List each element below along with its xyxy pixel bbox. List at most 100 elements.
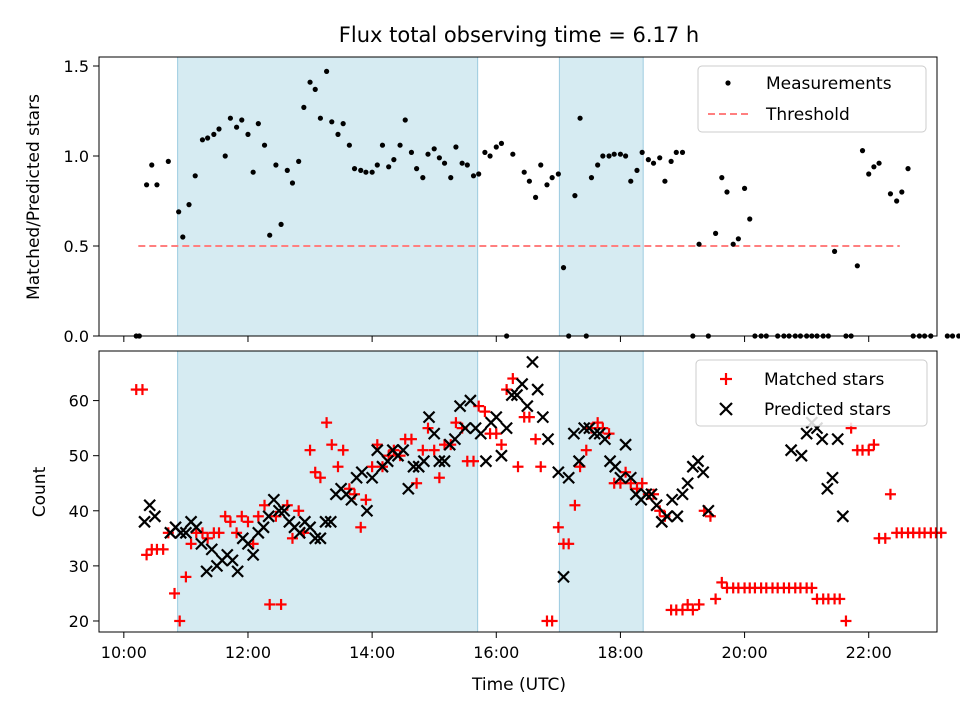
panel-ratio: 0.0 0.5 1.0 1.5 Matched/Predicted stars Mea… — [24, 56, 960, 346]
predicted-star-point — [645, 487, 658, 501]
measurement-point — [391, 157, 397, 163]
predicted-star-point — [526, 355, 539, 369]
predicted-star-point — [795, 449, 808, 462]
measurement-point — [555, 171, 561, 177]
matched-star-point — [360, 494, 372, 506]
matched-star-point — [157, 543, 169, 555]
matched-star-point — [450, 417, 462, 429]
measurement-point — [351, 166, 358, 172]
measurement-point — [549, 175, 555, 181]
measurement-point — [273, 162, 279, 168]
predicted-star-point — [241, 537, 255, 551]
measurement-point — [379, 142, 386, 148]
matched-star-point — [693, 598, 705, 610]
matched-star-point — [252, 510, 264, 522]
axes-frame-bottom — [98, 350, 938, 633]
matched-star-point — [512, 461, 524, 473]
matched-star-point — [479, 406, 491, 418]
matched-star-point — [546, 615, 558, 627]
y-tick-label: 1.5 — [64, 57, 89, 76]
matched-star-point — [242, 516, 254, 528]
measurement-point — [296, 158, 302, 164]
predicted-star-point — [308, 532, 322, 545]
measurement-point — [600, 153, 606, 159]
predicted-star-point — [624, 471, 638, 485]
measurement-point — [346, 142, 352, 148]
predicted-star-point — [681, 476, 694, 490]
measurement-point — [696, 241, 702, 247]
predicted-star-point — [572, 454, 586, 468]
y-ticks-bottom: 20 30 40 50 60 — [69, 392, 99, 631]
measurement-point — [730, 241, 736, 247]
measurement-point — [453, 144, 459, 150]
predicted-star-point — [381, 454, 394, 468]
predicted-star-points — [138, 355, 850, 584]
predicted-star-point — [567, 427, 581, 440]
panel-counts: 20 30 40 50 60 10:00 12:00 14:00 16:00 18:00 20:0… — [30, 350, 947, 695]
y-tick-label: 50 — [69, 447, 89, 466]
matched-star-point — [202, 532, 214, 544]
predicted-star-point — [815, 432, 829, 446]
measurement-point — [278, 221, 284, 227]
measurement-point — [617, 151, 624, 157]
measurement-point — [211, 131, 217, 137]
matched-star-point — [507, 373, 519, 385]
measurement-point — [713, 230, 719, 236]
matched-star-point — [224, 516, 236, 528]
measurement-point — [143, 182, 150, 188]
observing-window-2 — [558, 350, 644, 633]
predicted-star-point — [433, 454, 446, 468]
measurement-point — [560, 265, 567, 271]
measurement-point — [526, 178, 532, 184]
measurement-point — [679, 149, 686, 155]
predicted-star-point — [314, 532, 327, 545]
measurement-point — [192, 173, 198, 179]
measurement-point — [205, 135, 211, 141]
y-tick-label: 0.0 — [64, 327, 89, 346]
predicted-star-point — [438, 454, 451, 468]
predicted-star-point — [702, 504, 715, 518]
predicted-star-point — [464, 394, 477, 407]
measurement-point — [250, 169, 256, 175]
x-ticks-top — [123, 336, 870, 342]
matched-star-point — [304, 444, 316, 456]
legend-top: Measurements Threshold — [697, 65, 927, 133]
predicted-star-point — [422, 410, 436, 424]
measurement-point — [859, 148, 866, 154]
predicted-star-point — [262, 510, 275, 523]
predicted-star-point — [640, 487, 653, 501]
predicted-star-point — [479, 454, 493, 468]
matched-star-point — [326, 439, 338, 451]
matched-star-point — [332, 461, 344, 473]
measurement-point — [487, 153, 493, 159]
x-tick-label: 22:00 — [846, 643, 892, 662]
predicted-star-point — [396, 443, 410, 457]
matched-star-point — [275, 598, 287, 610]
matched-star-point — [636, 477, 648, 489]
predicted-star-point — [531, 383, 544, 396]
measurement-point — [747, 216, 753, 222]
predicted-star-point — [515, 377, 529, 391]
measurement-point — [363, 169, 369, 175]
legend-bottom: Matched stars Predicted stars — [695, 359, 928, 427]
predicted-star-point — [226, 554, 239, 567]
x-axis-label: Time (UTC) — [471, 675, 566, 695]
measurement-point — [894, 198, 900, 204]
predicted-star-point — [800, 427, 813, 440]
predicted-star-point — [189, 521, 203, 534]
predicted-star-point — [360, 504, 374, 518]
y-ticks-top: 0.0 0.5 1.0 1.5 — [64, 57, 99, 346]
measurement-point — [611, 151, 617, 157]
x-tick-label: 18:00 — [597, 643, 643, 662]
measurement-point — [307, 79, 313, 85]
predicted-star-point — [231, 565, 244, 578]
y-tick-label: 20 — [69, 612, 89, 631]
predicted-star-point — [598, 432, 612, 446]
measurement-point — [301, 104, 307, 110]
predicted-star-point — [277, 504, 291, 518]
matched-star-point — [196, 527, 208, 539]
measurement-point — [470, 173, 477, 179]
measurement-point — [572, 193, 578, 199]
matched-star-point — [468, 455, 480, 467]
predicted-star-point — [521, 399, 534, 413]
